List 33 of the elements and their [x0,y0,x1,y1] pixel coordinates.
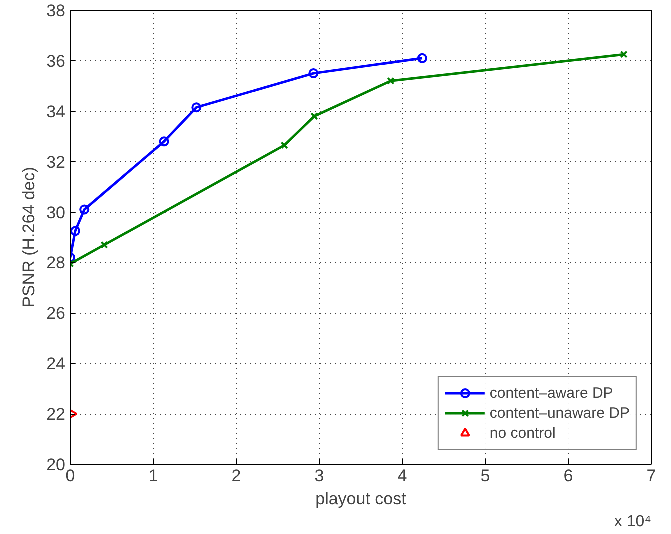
point [80,204,90,215]
text: x 10⁴ [614,514,652,530]
y-tick-label: 30 [46,203,66,222]
y-tick-label: 24 [46,354,66,374]
legend-label: content–aware DP [490,384,614,402]
x-tick-label: 6 [564,466,574,486]
legend-label: no control [490,424,556,442]
point [100,241,108,249]
x-tick-label: 0 [66,466,76,486]
point [70,226,80,236]
point [308,68,319,79]
y-axis-title: PSNR (H.264 dec) [20,167,39,308]
x-axis-title: playout cost [316,490,407,508]
point [280,142,288,150]
point [192,102,202,113]
x-tick-label: 5 [480,466,490,486]
x-tick-label: 2 [232,466,242,486]
x-tick-label: 7 [646,466,656,486]
y-tick-label: 28 [46,254,66,273]
point [159,136,170,147]
y-tick-label: 36 [46,52,66,71]
y-tick-label: 38 [46,2,66,20]
point [387,77,395,85]
legend-label: content–unaware DP [490,404,630,422]
point [310,112,318,120]
y-tick-label: 22 [46,405,66,424]
y-tick-label: 20 [46,456,66,474]
x-tick-label: 4 [398,466,408,486]
x-tick-label: 3 [314,466,324,486]
y-tick-label: 26 [46,304,66,324]
x-tick-label: 1 [148,466,158,486]
y-tick-label: 32 [46,152,66,172]
y-tick-label: 34 [46,102,66,122]
